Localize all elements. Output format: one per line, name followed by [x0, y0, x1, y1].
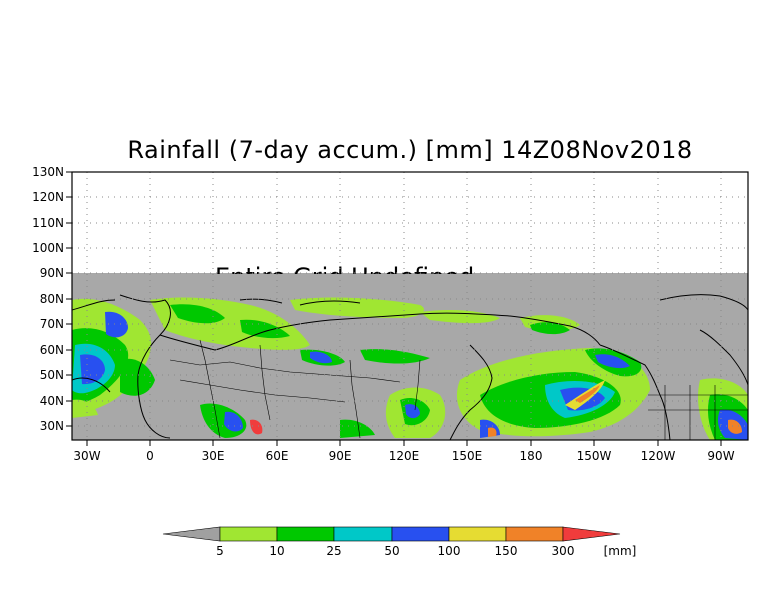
lon-label: 150E [452, 449, 483, 463]
lon-label: 90E [329, 449, 352, 463]
borders [169, 339, 748, 440]
plot-frame [71, 171, 749, 441]
colorbar-label: 25 [326, 544, 341, 558]
colorbar-label: 100 [438, 544, 461, 558]
longitude-axis: 30W 0 30E 60E 90E 120E 150E 180 150W 120… [73, 440, 735, 463]
rainfall-field [72, 297, 748, 440]
lon-label: 0 [146, 449, 154, 463]
lon-label: 150W [577, 449, 612, 463]
colorbar-swatch [448, 526, 507, 542]
colorbar-swatch [276, 526, 335, 542]
lat-label: 40N [40, 394, 64, 408]
lat-label: 30N [40, 419, 64, 433]
colorbar-label: 5 [216, 544, 224, 558]
colorbar-above-arrow [562, 526, 621, 542]
colorbar-swatch [333, 526, 393, 542]
lat-label: 110N [32, 216, 64, 230]
lat-label: 80N [40, 292, 64, 306]
lon-label: 120W [641, 449, 676, 463]
colorbar-label: 50 [384, 544, 399, 558]
lat-label: 90N [40, 266, 64, 280]
colorbar-swatch [219, 526, 278, 542]
lat-label: 70N [40, 317, 64, 331]
colorbar-below-arrow [162, 526, 221, 542]
lon-label: 30E [202, 449, 225, 463]
lon-label: 180 [520, 449, 543, 463]
lon-label: 120E [389, 449, 420, 463]
latitude-axis: 130N 120N 110N 100N 90N 80N 70N 60N 50N … [32, 165, 72, 433]
lon-label: 60E [266, 449, 289, 463]
colorbar-label: 300 [552, 544, 575, 558]
colorbar-swatch [391, 526, 450, 542]
colorbar-unit: [mm] [604, 544, 637, 558]
map-title: Rainfall (7-day accum.) [mm] 14Z08Nov201… [127, 136, 693, 164]
colorbar: 5 10 25 50 100 150 300 [mm] [162, 526, 637, 558]
colorbar-swatch [505, 526, 564, 542]
colorbar-label: 150 [495, 544, 518, 558]
lat-label: 100N [32, 241, 64, 255]
colorbar-label: 10 [269, 544, 284, 558]
lon-label: 30W [73, 449, 100, 463]
lat-label: 60N [40, 343, 64, 357]
lat-label: 130N [32, 165, 64, 179]
lat-label: 120N [32, 190, 64, 204]
lat-label: 50N [40, 368, 64, 382]
lon-label: 90W [707, 449, 734, 463]
coastlines [72, 294, 748, 440]
